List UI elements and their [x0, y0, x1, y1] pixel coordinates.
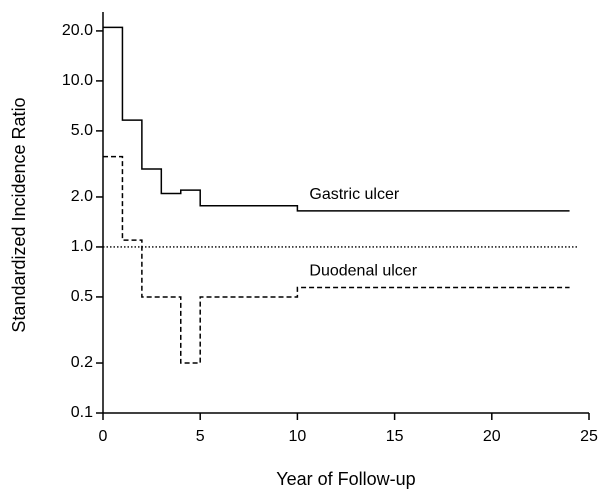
- y-axis-title: Standardized Incidence Ratio: [9, 97, 29, 332]
- x-tick-label: 25: [580, 428, 598, 445]
- y-tick-label: 5.0: [71, 122, 93, 139]
- x-tick-label: 0: [99, 428, 108, 445]
- series-label: Gastric ulcer: [309, 186, 399, 203]
- y-tick-label: 0.2: [71, 354, 93, 371]
- y-tick-label: 0.1: [71, 404, 93, 421]
- step-line: [103, 155, 570, 364]
- x-tick-label: 10: [289, 428, 307, 445]
- y-tick-label: 20.0: [62, 22, 93, 39]
- x-tick-label: 20: [483, 428, 501, 445]
- series-label: Duodenal ulcer: [309, 263, 417, 280]
- y-tick-label: 10.0: [62, 72, 93, 89]
- y-tick-label: 2.0: [71, 188, 93, 205]
- y-tick-label: 0.5: [71, 288, 93, 305]
- x-tick-label: 15: [386, 428, 404, 445]
- step-line: [103, 26, 570, 212]
- y-tick-label: 1.0: [71, 238, 93, 255]
- x-tick-label: 5: [196, 428, 205, 445]
- x-axis-title: Year of Follow-up: [276, 469, 415, 489]
